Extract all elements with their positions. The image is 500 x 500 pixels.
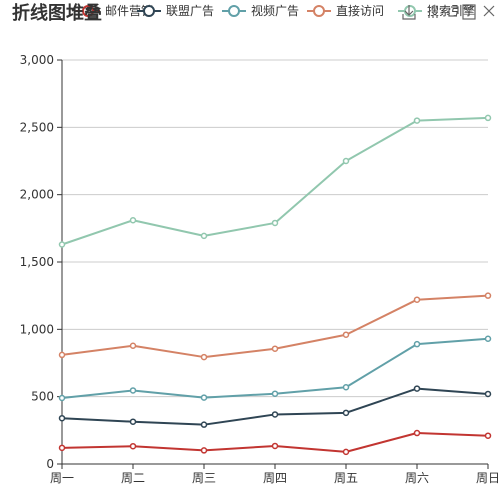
download-icon[interactable] [402, 5, 416, 20]
x-tick-label: 周五 [334, 471, 358, 485]
data-point[interactable] [413, 117, 421, 124]
data-point[interactable] [342, 409, 350, 417]
data-point[interactable] [342, 383, 350, 391]
x-tick-label: 周日 [476, 471, 500, 485]
data-point[interactable] [413, 429, 421, 437]
x-tick-label: 周一 [50, 471, 74, 485]
legend-item[interactable]: 视频广告 [222, 3, 299, 18]
data-point[interactable] [484, 335, 492, 343]
legend-swatch-marker [228, 5, 240, 17]
data-point[interactable] [200, 447, 208, 454]
legend-item[interactable]: 直接访问 [307, 3, 384, 18]
grid-lines [62, 59, 488, 398]
series-lines [61, 116, 489, 453]
data-point[interactable] [58, 414, 66, 422]
data-point[interactable] [200, 353, 208, 361]
restore-icon[interactable] [448, 6, 459, 17]
zoom-icon[interactable] [483, 5, 495, 17]
save-image-icon[interactable] [462, 4, 476, 20]
x-tick-label: 周四 [263, 471, 287, 485]
y-tick-label: 500 [31, 390, 54, 404]
data-point[interactable] [271, 345, 279, 352]
data-point[interactable] [200, 232, 208, 240]
data-point[interactable] [58, 241, 66, 248]
axes: 0 500 1,000 1,500 2,000 2,500 3,000 周一 周二 周三 周四 周五 周… [20, 53, 500, 485]
data-point[interactable] [271, 442, 279, 450]
data-point[interactable] [342, 331, 350, 338]
data-point[interactable] [413, 385, 421, 392]
x-tick-label: 周二 [121, 471, 145, 485]
y-tick-label: 1,500 [20, 255, 54, 269]
data-point[interactable] [271, 390, 279, 397]
legend-item[interactable]: 联盟广告 [137, 4, 214, 18]
legend-swatch-marker [82, 5, 94, 17]
data-point[interactable] [200, 394, 208, 401]
data-point[interactable] [129, 342, 137, 350]
legend-label: 联盟广告 [166, 4, 214, 18]
x-tick-label: 周三 [192, 471, 216, 485]
legend-label: 直接访问 [336, 3, 384, 18]
data-point[interactable] [58, 351, 66, 359]
data-point[interactable] [342, 448, 350, 456]
data-point[interactable] [129, 418, 137, 425]
data-point[interactable] [271, 411, 279, 418]
y-tick-label: 0 [46, 457, 54, 471]
legend-label: 视频广告 [251, 3, 299, 18]
data-view-icon[interactable] [428, 6, 438, 18]
data-point[interactable] [58, 394, 66, 402]
data-point[interactable] [484, 390, 492, 398]
data-point[interactable] [271, 219, 279, 227]
series-points [58, 114, 492, 456]
data-point[interactable] [129, 217, 137, 224]
data-point[interactable] [484, 114, 492, 122]
x-tick-label: 周六 [405, 471, 429, 485]
y-tick-label: 2,000 [20, 188, 54, 202]
toolbox[interactable] [402, 4, 495, 20]
legend-swatch-marker [313, 5, 325, 17]
data-point[interactable] [484, 292, 492, 299]
data-point[interactable] [342, 157, 350, 165]
legend-swatch-marker [143, 5, 155, 17]
chart-title: 折线图堆叠 [12, 2, 102, 24]
data-point[interactable] [413, 340, 421, 348]
data-point[interactable] [484, 432, 492, 439]
legend-item[interactable]: 邮件营销 [76, 4, 153, 18]
data-point[interactable] [413, 296, 421, 303]
data-point[interactable] [58, 444, 66, 452]
legend-label: 邮件营销 [105, 4, 153, 18]
data-point[interactable] [200, 421, 208, 428]
data-point[interactable] [129, 442, 137, 450]
y-tick-label: 2,500 [20, 120, 54, 134]
data-point[interactable] [129, 387, 137, 394]
y-tick-label: 3,000 [20, 53, 54, 67]
y-tick-label: 1,000 [20, 322, 54, 336]
